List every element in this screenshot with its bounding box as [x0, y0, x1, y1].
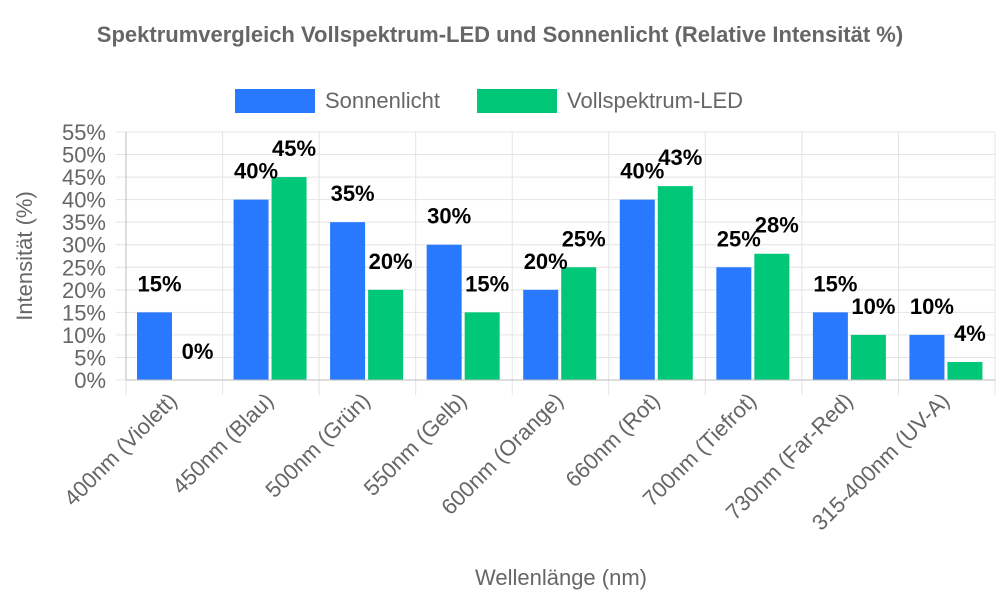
- y-tick-label: 20%: [62, 278, 106, 303]
- y-axis: 0%5%10%15%20%25%30%35%40%45%50%55%: [62, 120, 127, 393]
- x-axis-title: Wellenlänge (nm): [475, 565, 647, 590]
- y-tick-label: 10%: [62, 323, 106, 348]
- data-label: 10%: [851, 294, 895, 319]
- x-tick-label: 660nm (Rot): [560, 388, 664, 492]
- bar-vollspektrum-led: [754, 253, 790, 380]
- data-label: 20%: [369, 249, 413, 274]
- data-label: 30%: [427, 204, 471, 229]
- bars: [137, 177, 983, 380]
- bar-vollspektrum-led: [271, 177, 307, 380]
- bar-vollspektrum-led: [850, 334, 886, 380]
- data-label: 10%: [910, 294, 954, 319]
- legend-swatch-sonnenlicht: [235, 89, 315, 113]
- chart-title: Spektrumvergleich Vollspektrum-LED und S…: [97, 22, 903, 47]
- data-label: 15%: [137, 271, 181, 296]
- legend-label-sonnenlicht: Sonnenlicht: [325, 88, 440, 113]
- y-tick-label: 15%: [62, 300, 106, 325]
- x-axis: 400nm (Violett)450nm (Blau)500nm (Grün)5…: [59, 379, 995, 535]
- data-label: 25%: [562, 226, 606, 251]
- y-tick-label: 55%: [62, 120, 106, 145]
- data-label: 15%: [465, 271, 509, 296]
- data-label: 43%: [658, 145, 702, 170]
- data-labels: 15%40%35%30%20%40%25%15%10%0%45%20%15%25…: [137, 136, 985, 364]
- y-tick-label: 5%: [74, 345, 106, 370]
- y-tick-label: 25%: [62, 255, 106, 280]
- bar-sonnenlicht: [233, 199, 269, 380]
- x-tick-label: 400nm (Violett): [59, 388, 182, 511]
- data-label: 25%: [717, 226, 761, 251]
- y-tick-label: 30%: [62, 233, 106, 258]
- data-label: 40%: [620, 159, 664, 184]
- bar-vollspektrum-led: [464, 312, 500, 380]
- bar-vollspektrum-led: [368, 289, 404, 380]
- bar-vollspektrum-led: [561, 267, 597, 380]
- legend: Sonnenlicht Vollspektrum-LED: [235, 88, 743, 113]
- bar-vollspektrum-led: [657, 186, 693, 380]
- y-axis-title: Intensität (%): [12, 191, 37, 321]
- data-label: 35%: [331, 181, 375, 206]
- bar-sonnenlicht: [619, 199, 655, 380]
- data-label: 28%: [755, 213, 799, 238]
- bar-sonnenlicht: [716, 267, 752, 380]
- bar-vollspektrum-led: [947, 361, 983, 380]
- data-label: 20%: [524, 249, 568, 274]
- bar-sonnenlicht: [523, 289, 559, 380]
- bar-sonnenlicht: [909, 334, 945, 380]
- bar-sonnenlicht: [426, 244, 462, 380]
- legend-swatch-vollspektrum-led: [477, 89, 557, 113]
- bar-sonnenlicht: [330, 222, 366, 380]
- data-label: 45%: [272, 136, 316, 161]
- y-tick-label: 50%: [62, 143, 106, 168]
- data-label: 15%: [813, 271, 857, 296]
- y-tick-label: 40%: [62, 188, 106, 213]
- data-label: 0%: [182, 339, 214, 364]
- data-label: 4%: [954, 321, 986, 346]
- y-tick-label: 0%: [74, 368, 106, 393]
- legend-label-vollspektrum-led: Vollspektrum-LED: [567, 88, 743, 113]
- bar-sonnenlicht: [137, 312, 172, 380]
- bar-sonnenlicht: [812, 312, 848, 380]
- y-tick-label: 35%: [62, 210, 106, 235]
- data-label: 40%: [234, 159, 278, 184]
- y-tick-label: 45%: [62, 165, 106, 190]
